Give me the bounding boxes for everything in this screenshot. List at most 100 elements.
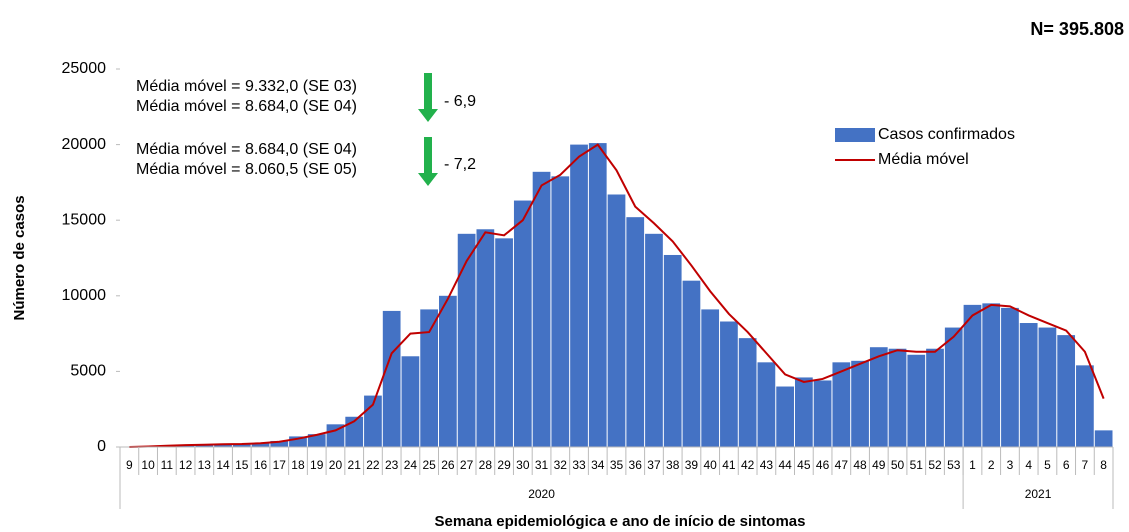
bar <box>232 443 251 447</box>
x-tick-label: 48 <box>853 458 867 472</box>
x-tick-label: 44 <box>778 458 792 472</box>
x-tick-label: 53 <box>947 458 961 472</box>
x-tick-label: 22 <box>366 458 380 472</box>
x-tick-label: 35 <box>610 458 624 472</box>
x-tick-label: 38 <box>666 458 680 472</box>
x-tick-label: 45 <box>797 458 811 472</box>
legend-label: Média móvel <box>878 151 969 168</box>
x-tick-label: 49 <box>872 458 886 472</box>
bar <box>289 436 307 447</box>
bar <box>701 309 720 447</box>
bar <box>1094 430 1113 447</box>
x-tick-label: 8 <box>1100 458 1107 472</box>
annotation-text: Média móvel = 8.684,0 (SE 04) <box>136 98 357 115</box>
annotation-text: Média móvel = 8.060,5 (SE 05) <box>136 161 357 178</box>
x-tick-label: 20 <box>329 458 343 472</box>
x-tick-label: 32 <box>554 458 568 472</box>
x-tick-label: 18 <box>291 458 305 472</box>
legend-label: Casos confirmados <box>878 126 1015 143</box>
bar <box>382 310 401 447</box>
x-tick-label: 36 <box>629 458 643 472</box>
bar <box>626 217 645 447</box>
bar <box>551 176 570 448</box>
arrow <box>418 137 438 186</box>
line <box>129 143 1105 448</box>
bar <box>851 360 869 447</box>
x-tick-label: 42 <box>741 458 755 472</box>
x-tick-label: 34 <box>591 458 605 472</box>
x-tick-label: 10 <box>141 458 155 472</box>
bar <box>1038 327 1057 447</box>
x-tick-label: 28 <box>479 458 493 472</box>
x-tick-label: 11 <box>161 458 174 472</box>
x-tick-label: 24 <box>404 458 418 472</box>
arrows <box>418 73 438 186</box>
x-axis-title: Semana epidemiológica e ano de início de… <box>435 513 806 530</box>
bar <box>195 444 214 447</box>
bar <box>757 362 776 447</box>
y-tick-label: 20000 <box>62 136 107 153</box>
bar <box>794 377 813 447</box>
bar <box>963 304 982 447</box>
bar <box>607 194 626 447</box>
x-tick-label: 41 <box>722 458 736 472</box>
bar <box>720 321 738 447</box>
x-group-label: 2021 <box>1025 487 1052 501</box>
x-tick-label: 13 <box>198 458 212 472</box>
bar <box>926 348 944 447</box>
x-tick-label: 39 <box>685 458 699 472</box>
bar <box>401 356 420 447</box>
bar <box>326 424 345 447</box>
bar <box>1019 323 1038 447</box>
x-tick-label: 7 <box>1082 458 1089 472</box>
bar <box>420 309 439 447</box>
bar <box>588 143 607 447</box>
legend-swatch <box>835 128 875 142</box>
y-tick-label: 5000 <box>70 363 106 380</box>
x-tick-label: 17 <box>273 458 287 472</box>
bar <box>513 200 532 447</box>
bar <box>1076 365 1094 447</box>
sample-size: N= 395.808 <box>1030 19 1124 39</box>
x-tick-label: 1 <box>969 458 976 472</box>
x-tick-label: 40 <box>703 458 717 472</box>
x-tick-label: 46 <box>816 458 830 472</box>
x-tick-label: 12 <box>179 458 193 472</box>
bar <box>457 233 476 447</box>
x-tick-label: 27 <box>460 458 474 472</box>
x-tick-label: 16 <box>254 458 268 472</box>
x-tick-label: 29 <box>497 458 511 472</box>
x-tick-label: 52 <box>928 458 942 472</box>
y-tick-label: 15000 <box>62 211 107 228</box>
annotation-change: - 7,2 <box>444 156 476 173</box>
x-tick-label: 33 <box>572 458 586 472</box>
x-tick-label: 21 <box>348 458 362 472</box>
x-tick-label: 30 <box>516 458 530 472</box>
annotation-text: Média móvel = 8.684,0 (SE 04) <box>136 141 357 158</box>
bar <box>663 254 682 447</box>
bar <box>1001 307 1019 447</box>
bar <box>645 233 663 447</box>
arrow <box>418 73 438 122</box>
bar <box>907 354 926 447</box>
x-tick-label: 15 <box>235 458 249 472</box>
bar <box>944 327 963 447</box>
bar <box>570 144 588 447</box>
x-tick-label: 4 <box>1025 458 1032 472</box>
annotation-text: Média móvel = 9.332,0 (SE 03) <box>136 78 357 95</box>
bar <box>251 443 270 447</box>
y-axis-title: Número de casos <box>11 195 28 320</box>
x-tick-label: 19 <box>310 458 324 472</box>
x-tick-label: 51 <box>910 458 924 472</box>
bar <box>1057 335 1076 447</box>
x-group-label: 2020 <box>528 487 555 501</box>
y-tick-label: 10000 <box>62 287 107 304</box>
x-tick-label: 23 <box>385 458 399 472</box>
bar <box>532 171 551 448</box>
x-tick-label: 50 <box>891 458 905 472</box>
bar <box>738 338 757 447</box>
x-tick-label: 37 <box>647 458 661 472</box>
bar <box>307 434 326 447</box>
y-tick-label: 25000 <box>62 60 107 77</box>
